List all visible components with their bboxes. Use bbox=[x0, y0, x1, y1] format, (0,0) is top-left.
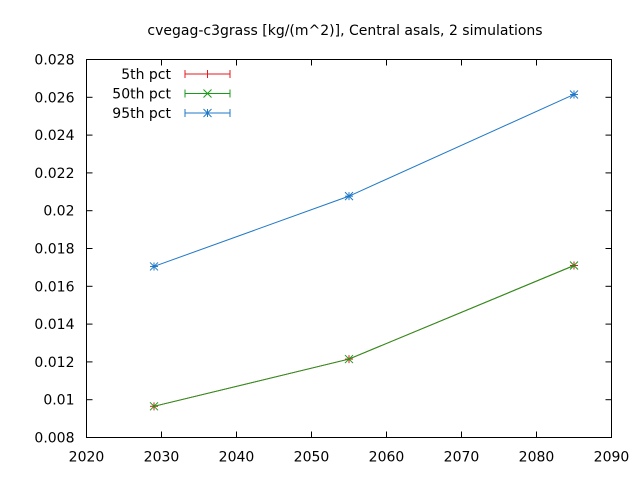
legend-marker bbox=[203, 70, 212, 78]
y-tick-label: 0.02 bbox=[43, 204, 74, 220]
y-tick-label: 0.022 bbox=[34, 166, 74, 182]
legend-label: 5th pct bbox=[121, 67, 171, 83]
legend-label: 95th pct bbox=[112, 106, 171, 122]
series-layer bbox=[149, 90, 579, 411]
legend-marker bbox=[203, 89, 212, 98]
series-line bbox=[153, 265, 575, 407]
y-tick-label: 0.008 bbox=[34, 431, 74, 447]
x-tick-label: 2090 bbox=[594, 450, 630, 466]
series-50th-pct bbox=[149, 261, 579, 411]
legend-marker bbox=[203, 108, 212, 118]
y-tick-label: 0.026 bbox=[34, 90, 74, 106]
legend-item: 5th pct bbox=[121, 67, 231, 83]
legend-item: 95th pct bbox=[112, 106, 231, 122]
data-point bbox=[344, 354, 354, 364]
y-axis: 0.008 0.01 0.012 0.014 0.016 0.018 0.02 0.022 0.… bbox=[34, 53, 612, 447]
chart-title: cvegag-c3grass [kg/(m^2)], Central asals… bbox=[147, 23, 542, 39]
y-tick-label: 0.01 bbox=[43, 393, 74, 409]
data-point bbox=[149, 262, 159, 271]
x-tick-label: 2060 bbox=[369, 450, 405, 466]
x-axis: 2020 2030 2040 2050 2060 2070 2080 2090 bbox=[69, 59, 630, 466]
y-tick-label: 0.014 bbox=[34, 317, 74, 333]
x-tick-label: 2050 bbox=[294, 450, 330, 466]
y-tick-label: 0.024 bbox=[34, 128, 74, 144]
data-point bbox=[569, 90, 579, 99]
data-point bbox=[344, 191, 354, 201]
legend-item: 50th pct bbox=[112, 87, 231, 103]
series-95th-pct bbox=[149, 90, 579, 271]
y-tick-label: 0.016 bbox=[34, 279, 74, 295]
x-tick-label: 2070 bbox=[444, 450, 480, 466]
x-tick-label: 2020 bbox=[69, 450, 105, 466]
legend-label: 50th pct bbox=[112, 87, 171, 103]
data-point bbox=[149, 401, 159, 411]
x-tick-label: 2030 bbox=[144, 450, 180, 466]
x-tick-label: 2080 bbox=[519, 450, 555, 466]
x-tick-label: 2040 bbox=[219, 450, 255, 466]
data-point bbox=[569, 261, 579, 270]
y-tick-label: 0.012 bbox=[34, 355, 74, 371]
y-tick-label: 0.028 bbox=[34, 53, 74, 69]
y-tick-label: 0.018 bbox=[34, 242, 74, 258]
legend: 5th pct 50th pct 95th pct bbox=[112, 67, 231, 122]
series-line bbox=[153, 94, 575, 267]
series-5th-pct bbox=[150, 261, 578, 411]
series-line bbox=[153, 265, 575, 407]
